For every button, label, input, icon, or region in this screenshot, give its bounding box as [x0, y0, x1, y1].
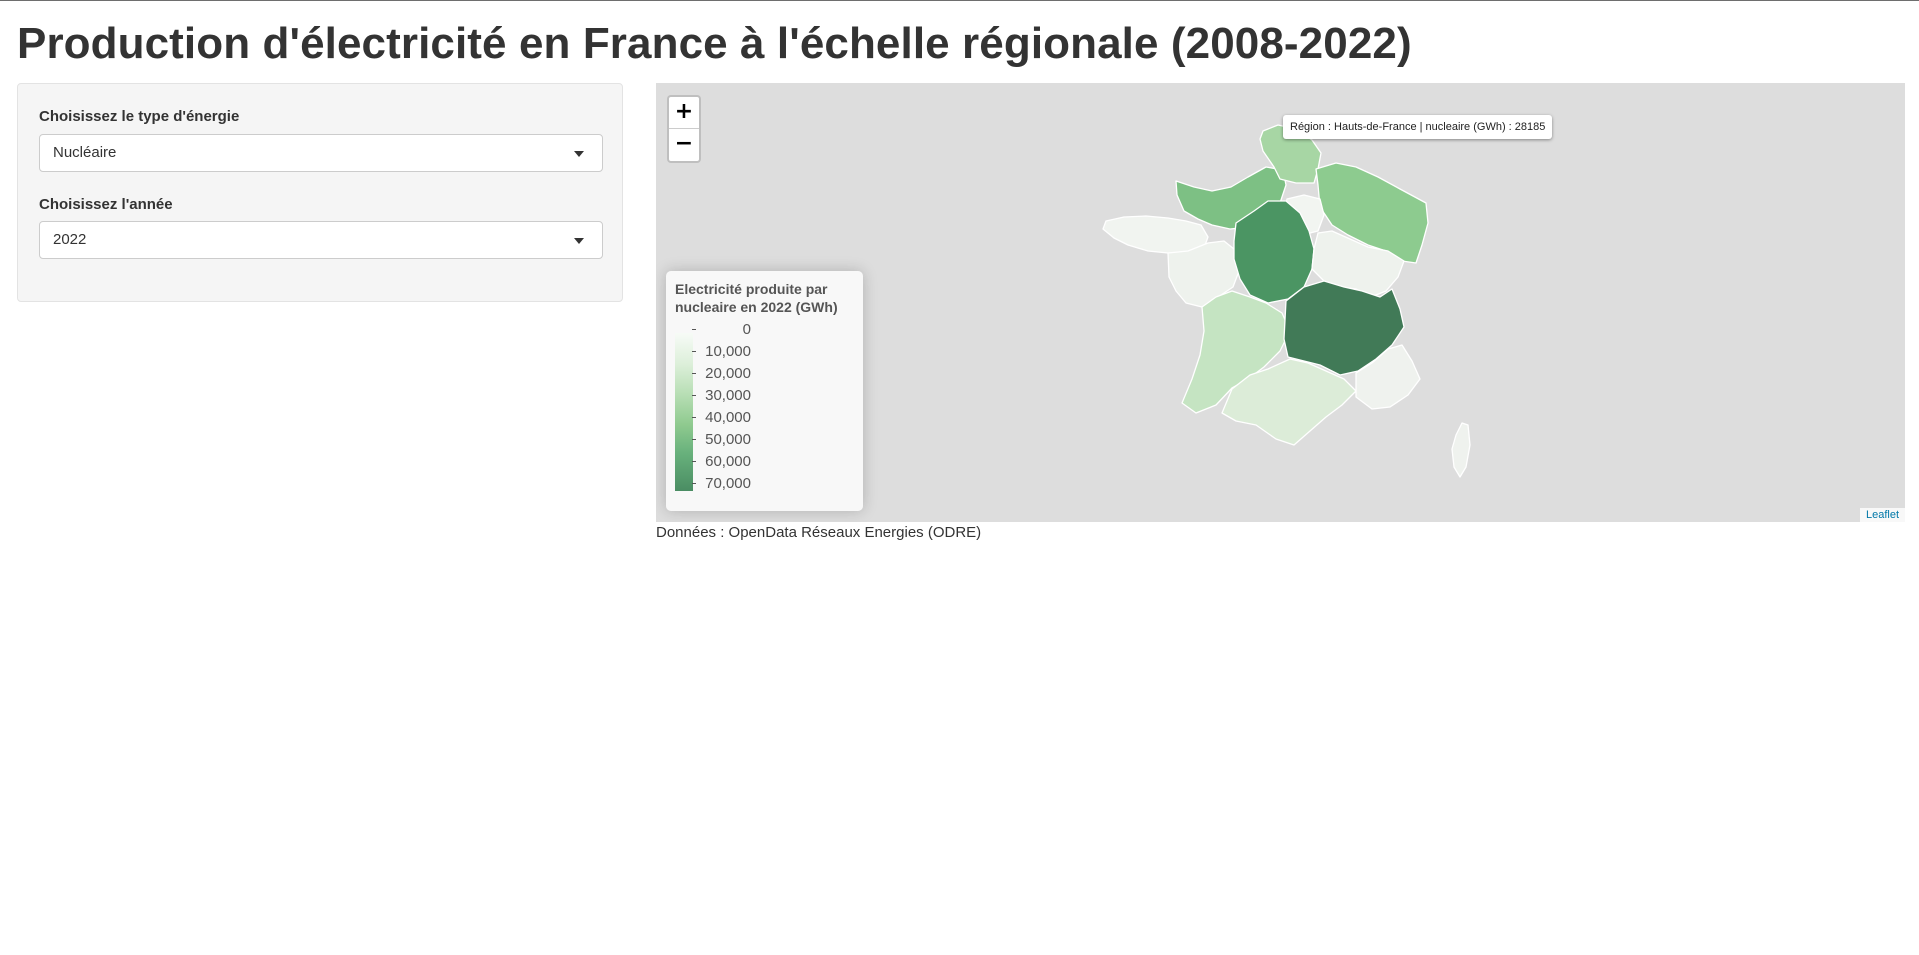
map-legend: Electricité produite par nucleaire en 20… [666, 271, 863, 511]
legend-tick [692, 417, 696, 418]
region-occitanie[interactable] [1221, 358, 1357, 446]
regions-layer [1102, 124, 1471, 478]
region-provence-alpes-cote-dazur[interactable] [1355, 344, 1421, 410]
legend-tick [692, 395, 696, 396]
legend-tick [692, 329, 696, 330]
legend-label: 40,000 [705, 409, 751, 426]
page-title: Production d'électricité en France à l'é… [17, 19, 1412, 68]
region-corse[interactable] [1451, 422, 1471, 478]
legend-tick [692, 373, 696, 374]
legend-label: 70,000 [705, 475, 751, 492]
region-centre-val-de-loire[interactable] [1233, 200, 1315, 304]
energy-type-label: Choisissez le type d'énergie [39, 108, 240, 125]
legend-tick [692, 439, 696, 440]
legend-label: 20,000 [705, 365, 751, 382]
legend-label: 50,000 [705, 431, 751, 448]
region-tooltip: Région : Hauts-de-France | nucleaire (GW… [1283, 115, 1553, 139]
legend-tick [692, 483, 696, 484]
legend-label: 10,000 [705, 343, 751, 360]
legend-label: 30,000 [705, 387, 751, 404]
choropleth-map[interactable]: + − Région : Hauts-de-France | nucleaire… [656, 83, 1905, 522]
energy-type-select[interactable]: Nucléaire [39, 134, 603, 172]
zoom-control: + − [667, 95, 701, 163]
leaflet-attribution-link[interactable]: Leaflet [1859, 508, 1905, 522]
zoom-out-button[interactable]: − [674, 131, 694, 156]
sidebar-panel: Choisissez le type d'énergie Nucléaire C… [17, 83, 623, 302]
legend-tick [692, 351, 696, 352]
region-bourgogne-franche-comte[interactable] [1311, 230, 1405, 298]
year-select[interactable]: 2022 [39, 221, 603, 259]
region-auvergne-rhone-alpes[interactable] [1283, 280, 1405, 376]
legend-tick [692, 461, 696, 462]
year-label: Choisissez l'année [39, 196, 173, 213]
zoom-in-button[interactable]: + [669, 97, 699, 129]
region-bretagne[interactable] [1102, 215, 1209, 254]
legend-title: Electricité produite par nucleaire en 20… [675, 281, 838, 315]
data-source-note: Données : OpenData Réseaux Energies (ODR… [656, 524, 982, 541]
chevron-down-icon [574, 151, 584, 157]
region-pays-de-la-loire[interactable] [1167, 240, 1240, 308]
legend-label: 60,000 [705, 453, 751, 470]
legend-color-bar [675, 333, 693, 491]
legend-label: 0 [742, 321, 751, 338]
energy-type-value: Nucléaire [53, 144, 117, 161]
region-grand-est[interactable] [1315, 162, 1429, 264]
year-value: 2022 [53, 231, 87, 248]
chevron-down-icon [574, 238, 584, 244]
